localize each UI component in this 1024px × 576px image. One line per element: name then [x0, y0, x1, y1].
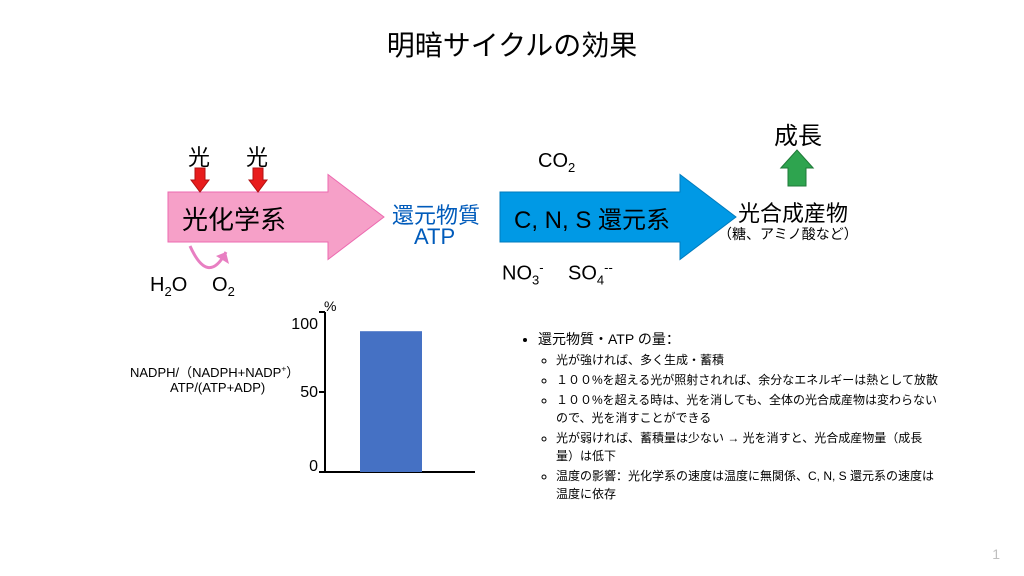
- light-label-left: 光: [188, 140, 210, 172]
- notes-item: １００%を超える光が照射されれば、余分なエネルギーは熱として放散: [556, 371, 940, 389]
- so4-label: SO4--: [568, 260, 613, 288]
- slide-stage: 明暗サイクルの効果: [0, 0, 1024, 576]
- cns-label: C, N, S 還元系: [514, 200, 670, 235]
- no3-label: NO3-: [502, 260, 544, 288]
- chart-bar: [360, 331, 422, 472]
- photochem-label: 光化学系: [182, 200, 286, 237]
- ratio-line-2: ATP/(ATP+ADP): [170, 380, 265, 395]
- notes-item: 光が弱ければ、蓄積量は少ない → 光を消すと、光合成産物量（成長量）は低下: [556, 429, 940, 465]
- reductant-label-2: ATP: [414, 224, 455, 250]
- notes-heading: 還元物質・ATP の量： 光が強ければ、多く生成・蓄積１００%を超える光が照射さ…: [538, 330, 940, 503]
- page-number: 1: [992, 546, 1000, 562]
- notes-item: １００%を超える時は、光を消しても、全体の光合成産物は変わらないので、光を消すこ…: [556, 391, 940, 427]
- products-label-2: （糖、アミノ酸など）: [718, 224, 858, 244]
- ytick-0: 0: [278, 458, 318, 476]
- co2-label: CO2: [538, 150, 575, 175]
- ratio-line-1: NADPH/（NADPH+NADP+）: [130, 362, 299, 381]
- light-label-right: 光: [246, 140, 268, 172]
- h2o-to-o2-arrow: [190, 246, 229, 268]
- ytick-50: 50: [278, 384, 318, 402]
- growth-label: 成長: [774, 116, 822, 151]
- notes-item: 温度の影響：光化学系の速度は温度に無関係、C, N, S 還元系の速度は温度に依…: [556, 467, 940, 503]
- percent-symbol: %: [324, 298, 336, 314]
- growth-arrow: [781, 150, 813, 186]
- h2o-label: H2O: [150, 274, 187, 299]
- o2-label: O2: [212, 274, 235, 299]
- notes-block: 還元物質・ATP の量： 光が強ければ、多く生成・蓄積１００%を超える光が照射さ…: [520, 330, 940, 507]
- notes-item: 光が強ければ、多く生成・蓄積: [556, 351, 940, 369]
- ytick-100: 100: [278, 316, 318, 334]
